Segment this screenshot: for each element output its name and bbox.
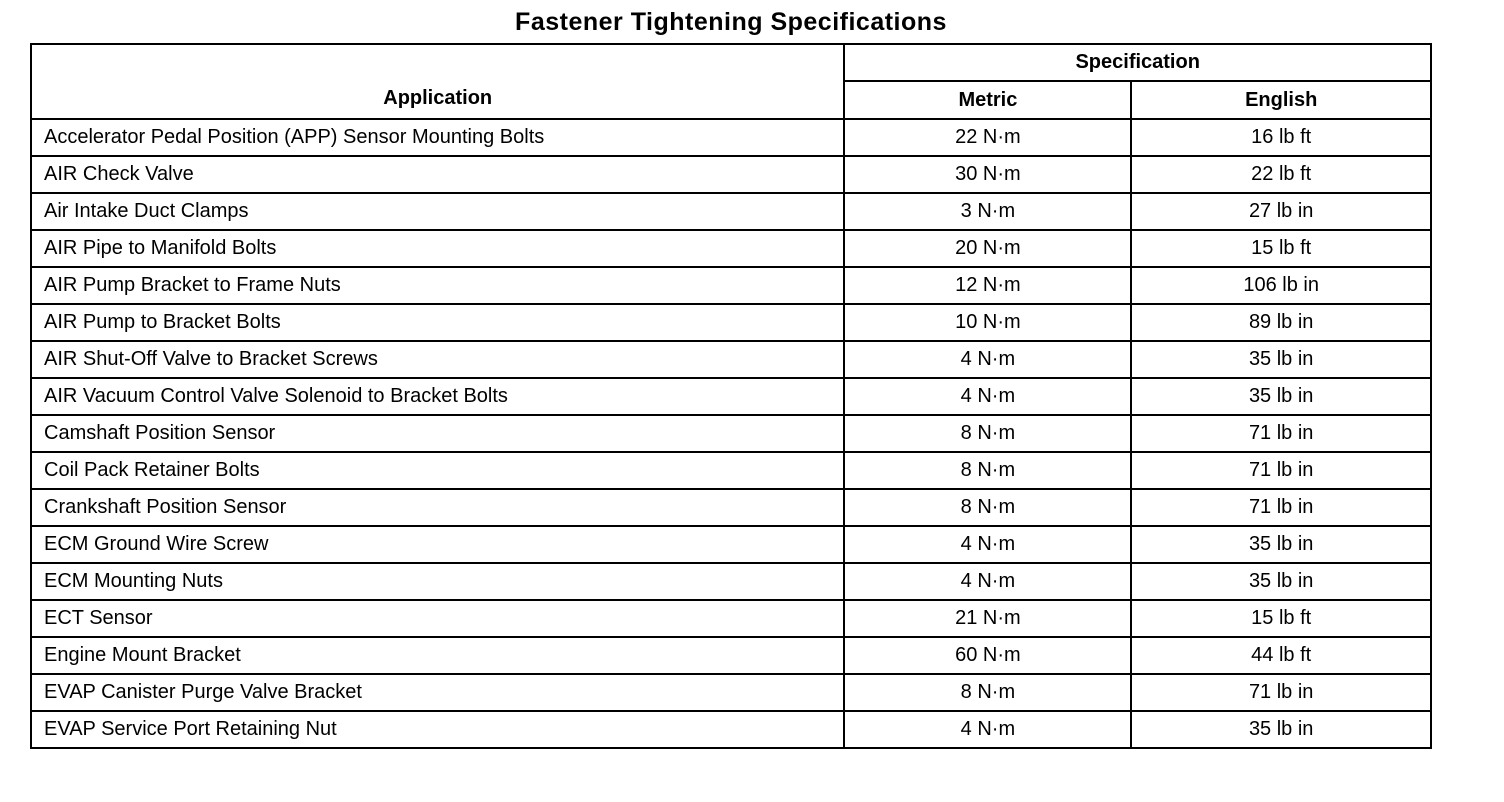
application-cell: ECT Sensor [29,599,846,638]
table-row: Engine Mount Bracket 60 N·m 44 lb ft [29,636,1432,675]
english-cell: 27 lb in [1130,192,1432,231]
metric-cell: 8 N·m [843,488,1133,527]
table-row: EVAP Canister Purge Valve Bracket 8 N·m 71… [29,673,1432,712]
application-cell: ECM Ground Wire Screw [29,525,846,564]
english-cell: 15 lb ft [1130,599,1432,638]
table-row: EVAP Service Port Retaining Nut 4 N·m 35 l… [29,710,1432,749]
table-row: Camshaft Position Sensor 8 N·m 71 lb in [29,414,1432,453]
table-row: Air Intake Duct Clamps 3 N·m 27 lb in [29,192,1432,231]
application-cell: AIR Pump Bracket to Frame Nuts [29,266,846,305]
table-row: AIR Pump Bracket to Frame Nuts 12 N·m 106 … [29,266,1432,305]
application-cell: AIR Shut-Off Valve to Bracket Screws [29,340,846,379]
application-cell: Engine Mount Bracket [29,636,846,675]
application-cell: EVAP Service Port Retaining Nut [29,710,846,749]
application-cell: EVAP Canister Purge Valve Bracket [29,673,846,712]
application-cell: AIR Check Valve [29,155,846,194]
english-cell: 35 lb in [1130,377,1432,416]
table-row: AIR Pump to Bracket Bolts 10 N·m 89 lb in [29,303,1432,342]
application-cell: AIR Vacuum Control Valve Solenoid to Bra… [29,377,846,416]
metric-cell: 3 N·m [843,192,1133,231]
header-row-units: Metric English [31,80,1432,120]
english-cell: 71 lb in [1130,488,1432,527]
column-header-english: English [1130,80,1432,120]
column-header-application: Application [29,43,846,120]
metric-cell: 4 N·m [843,340,1133,379]
metric-cell: 8 N·m [843,414,1133,453]
application-cell: Coil Pack Retainer Bolts [29,451,846,490]
application-cell: Crankshaft Position Sensor [29,488,846,527]
table-row: Accelerator Pedal Position (APP) Sensor … [29,118,1432,157]
table-header: Application Specification Metric English [29,43,1432,120]
english-cell: 15 lb ft [1130,229,1432,268]
application-cell: ECM Mounting Nuts [29,562,846,601]
english-cell: 22 lb ft [1130,155,1432,194]
metric-cell: 4 N·m [843,562,1133,601]
table-row: ECM Ground Wire Screw 4 N·m 35 lb in [29,525,1432,564]
metric-cell: 22 N·m [843,118,1133,157]
metric-cell: 21 N·m [843,599,1133,638]
metric-cell: 8 N·m [843,451,1133,490]
application-cell: Air Intake Duct Clamps [29,192,846,231]
table-row: ECT Sensor 21 N·m 15 lb ft [29,599,1432,638]
metric-cell: 20 N·m [843,229,1133,268]
metric-cell: 4 N·m [843,710,1133,749]
english-cell: 71 lb in [1130,673,1432,712]
metric-cell: 4 N·m [843,377,1133,416]
header-row-specification: Application Specification [29,43,1432,120]
english-cell: 44 lb ft [1130,636,1432,675]
english-cell: 35 lb in [1130,710,1432,749]
english-cell: 71 lb in [1130,414,1432,453]
application-cell: AIR Pump to Bracket Bolts [29,303,846,342]
metric-cell: 60 N·m [843,636,1133,675]
application-cell: Accelerator Pedal Position (APP) Sensor … [29,118,846,157]
metric-cell: 30 N·m [843,155,1133,194]
table-row: Coil Pack Retainer Bolts 8 N·m 71 lb in [29,451,1432,490]
table-body: Accelerator Pedal Position (APP) Sensor … [29,118,1432,749]
metric-cell: 4 N·m [843,525,1133,564]
english-cell: 35 lb in [1130,562,1432,601]
english-cell: 35 lb in [1130,340,1432,379]
metric-cell: 12 N·m [843,266,1133,305]
english-cell: 71 lb in [1130,451,1432,490]
page-title: Fastener Tightening Specifications [515,8,947,36]
column-header-specification: Specification [843,43,1432,82]
column-header-metric: Metric [843,80,1133,120]
fastener-spec-table: Application Specification Metric English… [29,43,1432,749]
english-cell: 35 lb in [1130,525,1432,564]
metric-cell: 10 N·m [843,303,1133,342]
table-row: ECM Mounting Nuts 4 N·m 35 lb in [29,562,1432,601]
table-row: AIR Pipe to Manifold Bolts 20 N·m 15 lb ft [29,229,1432,268]
application-cell: Camshaft Position Sensor [29,414,846,453]
table-row: AIR Shut-Off Valve to Bracket Screws 4 N·… [29,340,1432,379]
table-row: Crankshaft Position Sensor 8 N·m 71 lb in [29,488,1432,527]
application-cell: AIR Pipe to Manifold Bolts [29,229,846,268]
english-cell: 106 lb in [1130,266,1432,305]
metric-cell: 8 N·m [843,673,1133,712]
english-cell: 16 lb ft [1130,118,1432,157]
table-row: AIR Vacuum Control Valve Solenoid to Bra… [29,377,1432,416]
english-cell: 89 lb in [1130,303,1432,342]
table-row: AIR Check Valve 30 N·m 22 lb ft [29,155,1432,194]
